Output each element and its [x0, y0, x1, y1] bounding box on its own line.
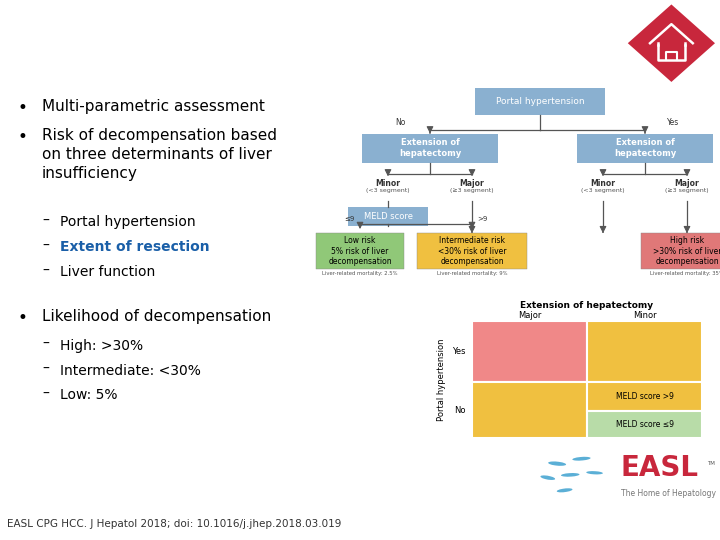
Text: –: –	[42, 362, 49, 376]
FancyBboxPatch shape	[472, 321, 587, 382]
Text: –: –	[42, 387, 49, 401]
FancyBboxPatch shape	[587, 321, 702, 382]
Text: (<3 segment): (<3 segment)	[581, 187, 625, 193]
Ellipse shape	[586, 471, 603, 475]
Text: –: –	[42, 337, 49, 351]
Text: Intermediate: <30%: Intermediate: <30%	[60, 363, 201, 377]
Text: Yes: Yes	[667, 118, 679, 127]
FancyBboxPatch shape	[587, 382, 702, 411]
Text: MELD score: MELD score	[364, 212, 413, 221]
Text: Liver function: Liver function	[60, 265, 156, 279]
Text: Liver-related mortality: 2.5%: Liver-related mortality: 2.5%	[323, 271, 397, 276]
Text: Portal hypertension: Portal hypertension	[438, 338, 446, 421]
Text: Portal hypertension: Portal hypertension	[60, 215, 196, 230]
Text: Low: 5%: Low: 5%	[60, 388, 117, 402]
Text: Low risk
5% risk of liver
decompensation: Low risk 5% risk of liver decompensation	[328, 237, 392, 266]
Text: –: –	[42, 239, 49, 253]
Text: The Home of Hepatology: The Home of Hepatology	[621, 489, 716, 498]
Ellipse shape	[572, 457, 590, 461]
Text: •: •	[18, 99, 28, 117]
Text: Liver-related mortality: 9%: Liver-related mortality: 9%	[437, 271, 508, 276]
Text: Major: Major	[675, 179, 699, 188]
Text: Minor: Minor	[590, 179, 616, 188]
FancyBboxPatch shape	[348, 207, 428, 226]
FancyBboxPatch shape	[475, 89, 605, 115]
Text: Yes: Yes	[452, 347, 466, 356]
FancyBboxPatch shape	[641, 233, 720, 269]
FancyBboxPatch shape	[362, 133, 498, 163]
Text: Extension of
hepatectomy: Extension of hepatectomy	[614, 138, 676, 158]
Text: EASL: EASL	[621, 454, 699, 482]
Text: –: –	[42, 214, 49, 228]
Text: •: •	[18, 128, 28, 146]
Text: No: No	[395, 118, 405, 127]
FancyBboxPatch shape	[316, 233, 404, 269]
Polygon shape	[626, 3, 717, 84]
Text: Extension of
hepatectomy: Extension of hepatectomy	[399, 138, 461, 158]
FancyBboxPatch shape	[587, 411, 702, 438]
Ellipse shape	[557, 488, 572, 492]
Text: Minor: Minor	[376, 179, 400, 188]
Text: MELD score ≤9: MELD score ≤9	[616, 420, 673, 429]
Text: Assessment of post-resection risk of hepatic
decompensation: Assessment of post-resection risk of hep…	[14, 17, 446, 59]
Text: Intermediate risk
<30% risk of liver
decompensation: Intermediate risk <30% risk of liver dec…	[438, 237, 506, 266]
Ellipse shape	[541, 475, 555, 480]
FancyBboxPatch shape	[417, 233, 527, 269]
Text: (≥3 segment): (≥3 segment)	[450, 187, 494, 193]
Text: Multi-parametric assessment: Multi-parametric assessment	[42, 99, 265, 114]
Text: Portal hypertension: Portal hypertension	[495, 97, 585, 106]
Text: High: >30%: High: >30%	[60, 339, 143, 353]
Text: (<3 segment): (<3 segment)	[366, 187, 410, 193]
Text: Extent of resection: Extent of resection	[60, 240, 210, 254]
Text: >9: >9	[477, 216, 487, 222]
Text: ≤9: ≤9	[345, 216, 355, 222]
Text: •: •	[18, 309, 28, 327]
Text: High risk
>30% risk of liver
decompensation: High risk >30% risk of liver decompensat…	[653, 237, 720, 266]
Text: No: No	[454, 406, 466, 415]
Text: EASL CPG HCC. J Hepatol 2018; doi: 10.1016/j.jhep.2018.03.019: EASL CPG HCC. J Hepatol 2018; doi: 10.10…	[7, 519, 341, 529]
Text: TM: TM	[707, 461, 715, 466]
Text: Risk of decompensation based
on three determinants of liver
insufficiency: Risk of decompensation based on three de…	[42, 128, 277, 181]
FancyBboxPatch shape	[577, 133, 713, 163]
Ellipse shape	[561, 473, 580, 477]
Text: MELD score >9: MELD score >9	[616, 392, 673, 401]
Text: Major: Major	[459, 179, 485, 188]
Text: Minor: Minor	[633, 311, 657, 320]
FancyBboxPatch shape	[472, 382, 587, 438]
Text: –: –	[42, 264, 49, 278]
Text: Liver-related mortality: 35%: Liver-related mortality: 35%	[650, 271, 720, 276]
Text: Likelihood of decompensation: Likelihood of decompensation	[42, 309, 271, 325]
Text: Extension of hepatectomy: Extension of hepatectomy	[521, 301, 654, 310]
Ellipse shape	[548, 462, 566, 466]
Text: (≥3 segment): (≥3 segment)	[665, 187, 708, 193]
Text: Major: Major	[518, 311, 541, 320]
